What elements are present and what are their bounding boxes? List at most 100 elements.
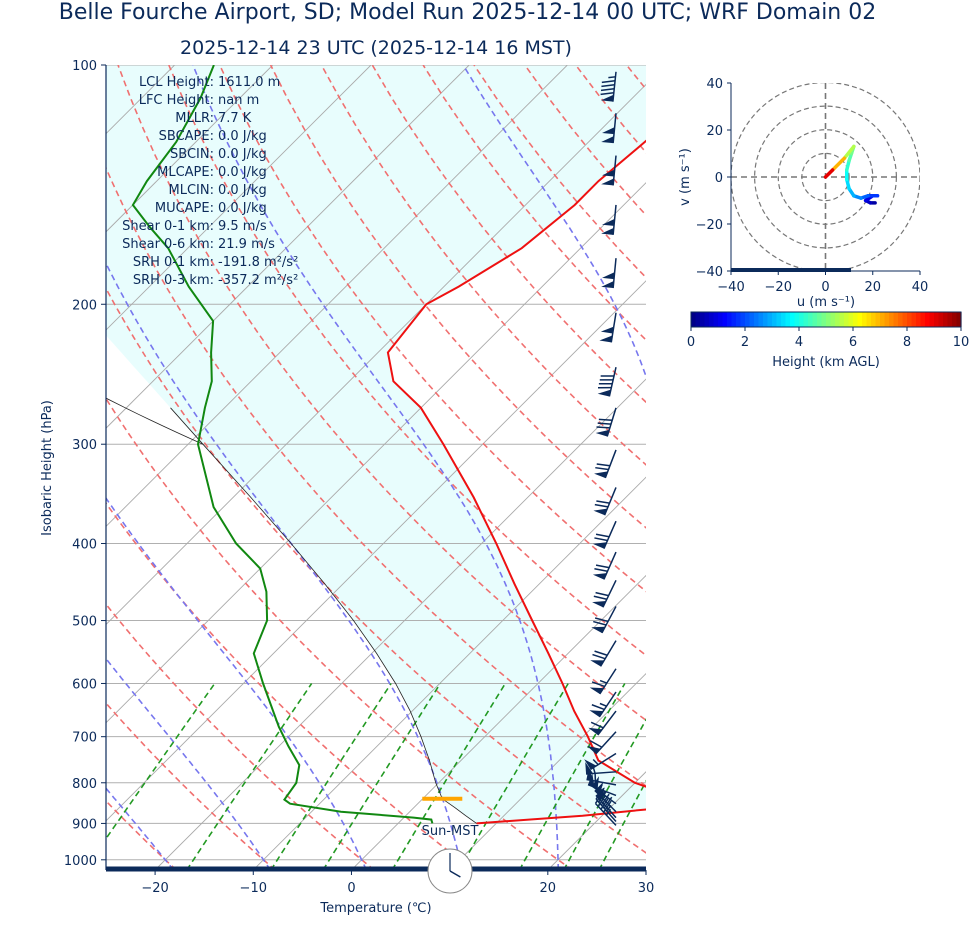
barb-full: [595, 466, 609, 471]
barb-full: [594, 537, 608, 542]
barb-staff: [599, 668, 617, 695]
hodograph: −40 −20 0 20 40 −40 −20 0 20 40: [696, 77, 929, 295]
wind-barb: [594, 791, 617, 826]
parcel-profile-line: [170, 407, 477, 824]
stat-value: 21.9 m/s: [218, 237, 275, 252]
barb-full: [600, 797, 610, 810]
barb-flag: [602, 218, 615, 226]
dry-adiabat: [0, 65, 77, 870]
colorbar-tick-label: 2: [741, 335, 749, 350]
colorbar-cell: [866, 312, 872, 327]
barb-flag: [599, 335, 613, 343]
mixing-ratio-line: [186, 683, 313, 870]
isotherm-line: [106, 182, 646, 724]
barb-flag: [590, 660, 605, 667]
stat-label: SRH 0-3 km:: [133, 273, 214, 288]
moist-adiabat: [106, 261, 463, 870]
stat-label: MLCAPE:: [157, 165, 214, 180]
barb-staff: [604, 449, 617, 479]
colorbar-cell: [763, 312, 769, 327]
mixing-ratio-line: [598, 779, 646, 870]
barb-flag: [589, 687, 604, 695]
barb-flag: [589, 710, 604, 717]
wind-barb: [589, 691, 617, 718]
barb-full: [594, 791, 604, 804]
colorbar-cell: [839, 312, 845, 327]
colorbar-cell: [929, 312, 935, 327]
wind-barb: [588, 710, 617, 736]
mixing-ratio-line: [391, 683, 506, 870]
colorbar-cell: [902, 312, 908, 327]
barb-full: [597, 794, 607, 807]
isotherm-line: [106, 83, 646, 626]
wind-barb: [595, 407, 617, 437]
barb-flag: [602, 272, 615, 280]
stat-value: 1611.0 m: [218, 75, 280, 90]
y-tick-label: 500: [72, 615, 97, 630]
colorbar-cell: [880, 312, 886, 327]
stats-panel: LCL Height: 1611.0 m LFC Height: nan m MLLR:…: [122, 75, 298, 288]
colorbar-cell: [862, 312, 868, 327]
colorbar-cell: [916, 312, 922, 327]
barb-half: [599, 702, 607, 707]
hodograph-y-label: v (m s⁻¹): [678, 148, 693, 206]
barb-flag: [593, 508, 608, 516]
y-axis-label: Isobaric Height (hPa): [40, 400, 55, 536]
barb-flag: [600, 94, 614, 102]
wind-barb: [590, 640, 617, 667]
height-colorbar: 0 2 4 6 8 10: [687, 311, 969, 350]
isotherm-line: [252, 476, 646, 870]
barb-flag: [591, 776, 600, 791]
wind-barb: [600, 71, 617, 102]
colorbar-cell: [709, 312, 715, 327]
hodograph-segment: [823, 168, 835, 179]
colorbar-cell: [767, 312, 773, 327]
y-tick-label: 200: [72, 298, 97, 313]
mixing-ratio-line: [458, 683, 569, 870]
colorbar-cell: [713, 312, 719, 327]
dry-adiabat: [881, 65, 969, 870]
colorbar-cell: [934, 312, 940, 327]
colorbar-cell: [857, 312, 863, 327]
stat-value: 0.0 J/kg: [218, 165, 267, 180]
colorbar-cell: [835, 312, 841, 327]
hodo-x-tick-label: −40: [717, 280, 744, 295]
barb-full: [598, 418, 613, 422]
colorbar-cell: [812, 312, 818, 327]
barb-flag: [594, 782, 604, 796]
dry-adiabat: [779, 65, 969, 870]
colorbar-frame: [690, 311, 962, 328]
chart-title: Belle Fourche Airport, SD; Model Run 202…: [58, 0, 877, 25]
barb-half: [592, 766, 596, 774]
colorbar-cell: [691, 312, 697, 327]
barb-full: [597, 422, 612, 425]
colorbar-cell: [790, 312, 796, 327]
dry-adiabat: [168, 65, 646, 657]
mixing-ratio-line: [654, 684, 751, 871]
temperature-profile-line: [386, 139, 646, 825]
y-tick-label: 300: [72, 438, 97, 453]
isotherm-line: [106, 65, 274, 233]
colorbar-cell: [758, 312, 764, 327]
hodo-x-tick-label: 0: [821, 280, 829, 295]
stat-label: SRH 0-1 km:: [133, 255, 214, 270]
stat-value: 0.0 J/kg: [218, 201, 267, 216]
barb-half: [608, 76, 616, 79]
barb-flag: [602, 169, 615, 177]
stat-label: SBCIN:: [170, 147, 214, 162]
barb-full: [596, 426, 610, 429]
isotherm-line: [0, 65, 76, 870]
x-tick-label: −20: [141, 881, 168, 896]
dry-adiabat: [106, 603, 375, 870]
mixing-ratio-line: [106, 683, 216, 841]
stat-label: MLLR:: [175, 111, 214, 126]
x-tick-label: −10: [240, 881, 267, 896]
barb-staff: [595, 731, 617, 755]
barb-flag: [586, 745, 601, 754]
barb-full: [595, 787, 605, 800]
hodo-y-tick-label: −20: [696, 218, 723, 233]
dry-adiabat: [106, 799, 177, 870]
colorbar-cell: [772, 312, 778, 327]
colorbar-cell: [884, 312, 890, 327]
colorbar-cell: [722, 312, 728, 327]
